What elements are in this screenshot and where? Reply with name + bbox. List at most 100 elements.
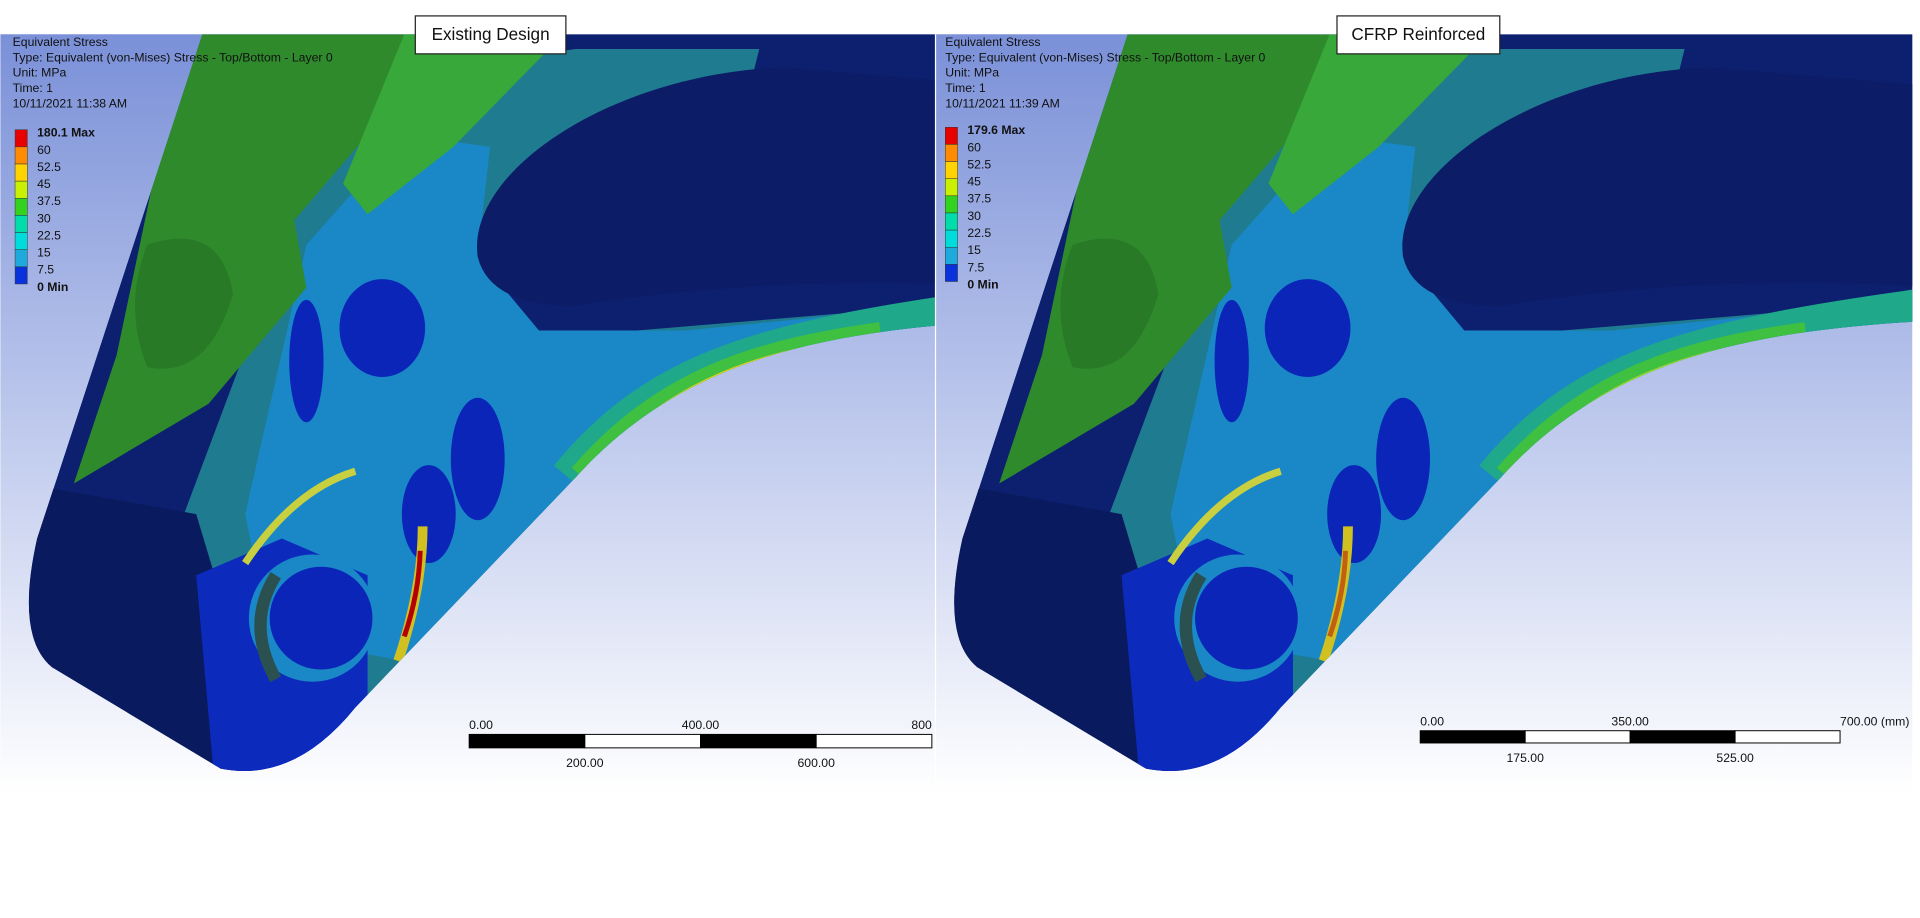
legend-swatch <box>945 127 958 145</box>
legend-swatch <box>945 229 958 248</box>
legend-swatch <box>945 161 958 179</box>
result-info: Equivalent Stress <box>945 35 1040 49</box>
legend-label: 37.5 <box>967 192 991 206</box>
region-navy-top <box>477 67 936 306</box>
result-info: Time: 1 <box>13 81 54 95</box>
region-navy-top <box>1402 67 1913 306</box>
stress-slash <box>401 550 423 638</box>
legend-label: 60 <box>967 140 981 154</box>
legend-label: 52.5 <box>37 160 61 174</box>
legend-label: 0 Min <box>37 280 68 294</box>
scale-label: 700.00 (mm) <box>1840 714 1909 728</box>
legend-label: 15 <box>37 246 51 260</box>
stress-slash <box>1327 550 1349 638</box>
legend-swatch <box>14 232 28 250</box>
result-info: Unit: MPa <box>945 66 999 80</box>
hole <box>339 279 426 377</box>
legend-swatch <box>945 195 958 214</box>
scale-bar-segment <box>700 733 817 749</box>
fea-model <box>28 34 936 772</box>
legend-label: 7.5 <box>967 260 984 274</box>
legend-swatch <box>14 249 28 268</box>
result-info: Time: 1 <box>945 81 986 95</box>
result-info: Type: Equivalent (von-Mises) Stress - To… <box>945 50 1265 64</box>
scale-bar-segment <box>815 733 933 749</box>
scale-label: 200.00 <box>566 756 604 770</box>
scale-bar-segment <box>1629 730 1736 744</box>
hole <box>1214 299 1249 423</box>
legend-swatch <box>14 180 28 199</box>
legend-label: 22.5 <box>967 226 991 240</box>
scale-label: 600.00 <box>797 756 835 770</box>
scale-bar-segment <box>1734 730 1841 744</box>
part-body <box>28 34 936 772</box>
legend-label: 52.5 <box>967 157 991 171</box>
scale-label: 400.00 <box>682 718 720 732</box>
panel-title: CFRP Reinforced <box>1351 24 1485 44</box>
region-green-dark <box>135 238 233 369</box>
legend-label: 45 <box>967 175 981 189</box>
scale-label: 800 <box>911 718 932 732</box>
scale-bar-segment <box>468 733 586 749</box>
region-green <box>999 34 1342 484</box>
legend-swatch <box>14 266 28 285</box>
hole <box>289 299 324 423</box>
scale-bar-segment <box>584 733 702 749</box>
hole <box>401 465 456 564</box>
legend-label: 179.6 Max <box>967 123 1025 137</box>
hole <box>1376 397 1431 521</box>
hole <box>450 397 505 521</box>
bore-edge <box>254 572 282 683</box>
result-info: Type: Equivalent (von-Mises) Stress - To… <box>13 50 333 64</box>
hole <box>1264 279 1351 377</box>
legend-label: 0 Min <box>967 277 998 291</box>
part-body <box>954 34 1913 772</box>
bore-inner <box>269 566 373 670</box>
legend-swatch <box>945 212 958 231</box>
legend-swatch <box>945 247 958 265</box>
legend-swatch <box>14 146 28 165</box>
result-info: 10/11/2021 11:38 AM <box>13 96 128 110</box>
legend-swatch <box>14 129 28 148</box>
panel-title-box <box>414 15 567 55</box>
legend-label: 60 <box>37 143 51 157</box>
scale-label: 350.00 <box>1611 714 1649 728</box>
panel-title: Existing Design <box>432 24 550 44</box>
legend-label: 22.5 <box>37 228 61 242</box>
legend-label: 30 <box>967 209 981 223</box>
viewport <box>28 34 936 772</box>
scale-label: 175.00 <box>1506 751 1544 765</box>
viewport <box>954 34 1913 772</box>
hole <box>1327 465 1382 564</box>
legend-label: 30 <box>37 211 51 225</box>
region-green-dark <box>1060 238 1159 369</box>
legend-swatch <box>945 264 958 282</box>
legend-label: 7.5 <box>37 263 54 277</box>
legend-swatch <box>14 198 28 216</box>
bore-inner <box>1195 566 1298 670</box>
legend-label: 37.5 <box>37 194 61 208</box>
scale-bar-segment <box>1419 730 1526 744</box>
scale-bar-segment <box>1524 730 1631 744</box>
result-info: Equivalent Stress <box>13 35 108 49</box>
fea-model <box>954 34 1913 772</box>
legend-swatch <box>945 144 958 162</box>
stress-slash <box>1167 467 1282 566</box>
result-info: Unit: MPa <box>13 66 67 80</box>
region-green-light <box>1268 34 1489 215</box>
legend-swatch <box>945 178 958 197</box>
scale-label: 525.00 <box>1716 751 1754 765</box>
region-green-light <box>343 34 564 215</box>
legend-label: 45 <box>37 177 51 191</box>
legend-label: 180.1 Max <box>37 126 95 140</box>
legend-swatch <box>14 163 28 182</box>
legend-label: 15 <box>967 243 981 257</box>
legend-swatch <box>14 215 28 233</box>
panel-title-box <box>1336 15 1501 55</box>
scale-label: 0.00 <box>1420 714 1444 728</box>
result-info: 10/11/2021 11:39 AM <box>945 96 1060 110</box>
